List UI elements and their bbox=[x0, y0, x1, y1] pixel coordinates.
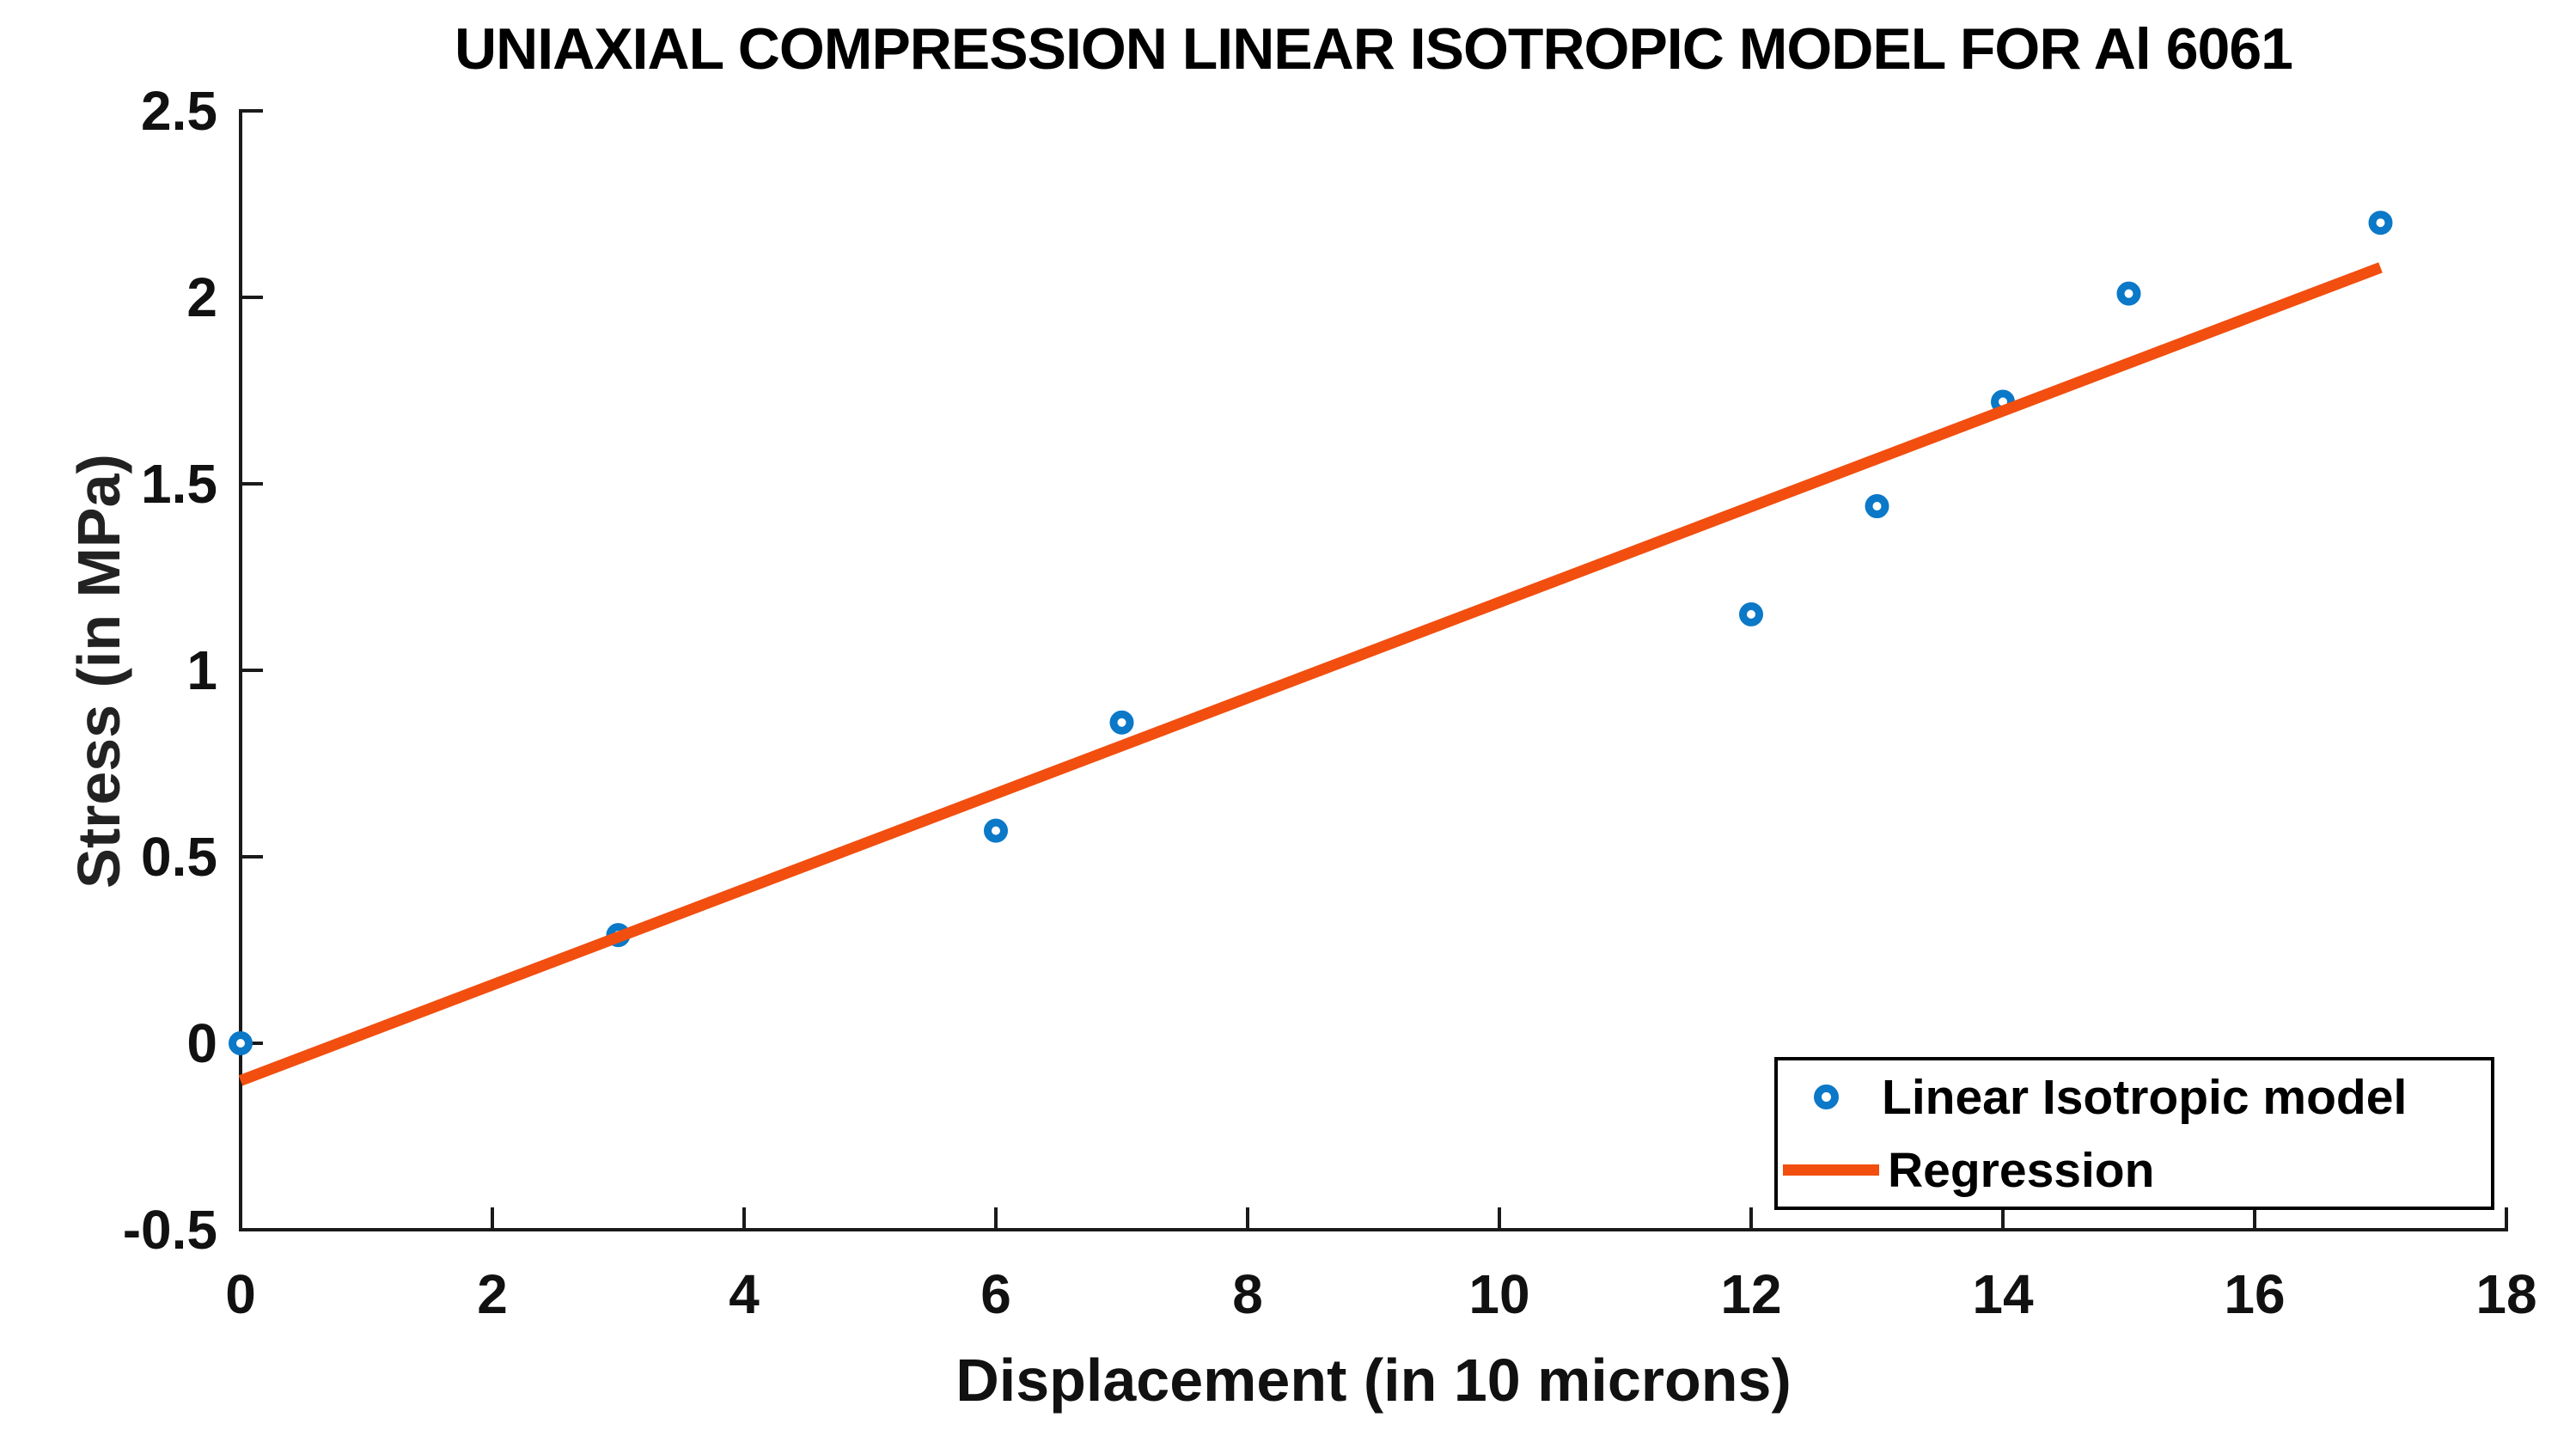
chart-title: UNIAXIAL COMPRESSION LINEAR ISOTROPIC MO… bbox=[455, 16, 2293, 82]
y-tick-label: 0.5 bbox=[141, 826, 217, 888]
x-tick-label: 16 bbox=[2224, 1263, 2285, 1325]
x-axis-label: Displacement (in 10 microns) bbox=[955, 1347, 1792, 1414]
regression-line bbox=[238, 262, 2383, 1086]
y-tick-label: 2.5 bbox=[141, 80, 217, 142]
y-tick-label: 1.5 bbox=[141, 453, 217, 515]
data-point-marker bbox=[229, 1031, 253, 1055]
scatter-marker-icon bbox=[1814, 1085, 1839, 1109]
legend-label-regression: Regression bbox=[1888, 1142, 2155, 1198]
y-tick-label: -0.5 bbox=[123, 1199, 217, 1261]
data-point-marker bbox=[984, 818, 1008, 843]
x-tick-label: 0 bbox=[225, 1263, 256, 1325]
x-tick-label: 2 bbox=[477, 1263, 508, 1325]
legend: Linear Isotropic model Regression bbox=[1774, 1057, 2494, 1210]
y-axis-label: Stress (in MPa) bbox=[65, 454, 132, 889]
legend-entry-model: Linear Isotropic model bbox=[1778, 1060, 2491, 1133]
data-point-marker bbox=[2368, 211, 2393, 235]
regression-line-icon bbox=[1783, 1164, 1879, 1176]
data-point-marker bbox=[1109, 710, 1134, 735]
x-tick-label: 12 bbox=[1720, 1263, 1781, 1325]
y-tick-label: 1 bbox=[186, 639, 217, 701]
y-tick-label: 0 bbox=[186, 1012, 217, 1074]
x-tick-label: 6 bbox=[980, 1263, 1011, 1325]
x-tick-label: 18 bbox=[2475, 1263, 2536, 1325]
legend-label-model: Linear Isotropic model bbox=[1882, 1069, 2408, 1125]
legend-entry-regression: Regression bbox=[1778, 1133, 2491, 1207]
y-tick-label: 2 bbox=[186, 266, 217, 328]
data-point-marker bbox=[1739, 602, 1763, 626]
data-point-marker bbox=[2116, 281, 2141, 306]
x-tick-label: 4 bbox=[729, 1263, 760, 1325]
data-point-marker bbox=[1865, 494, 1889, 519]
x-tick-label: 14 bbox=[1972, 1263, 2034, 1325]
x-tick-label: 8 bbox=[1232, 1263, 1263, 1325]
x-tick-label: 10 bbox=[1468, 1263, 1529, 1325]
